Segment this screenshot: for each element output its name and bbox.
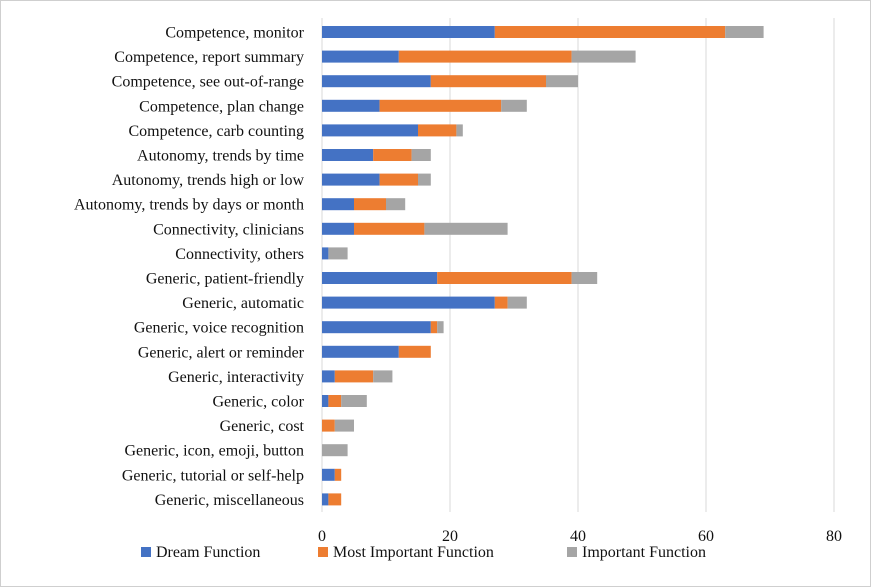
bar-segment-important-function	[507, 296, 527, 309]
bar-segment-dream-function	[322, 222, 354, 235]
bar-segment-dream-function	[322, 272, 438, 284]
category-label: Generic, alert or reminder	[138, 344, 305, 361]
bar-segment-dream-function	[322, 468, 335, 481]
category-labels: Competence, monitor Competence, report su…	[74, 25, 305, 509]
x-tick-label: 60	[698, 528, 714, 545]
category-label: Generic, voice recognition	[134, 320, 304, 337]
category-label: Connectivity, clinicians	[153, 221, 304, 238]
legend-swatch	[141, 547, 151, 557]
bar-segment-most-important-function	[379, 173, 418, 186]
bar-segment-dream-function	[322, 99, 380, 112]
legend-label: Most Important Function	[333, 544, 494, 561]
bar-segment-dream-function	[322, 149, 374, 161]
bar-segment-dream-function	[322, 345, 399, 358]
bar-segment-dream-function	[322, 50, 399, 63]
category-label: Competence, plan change	[139, 98, 304, 115]
category-label: Generic, cost	[220, 418, 305, 435]
bar-segment-important-function	[456, 124, 463, 137]
bar-segment-most-important-function	[494, 26, 726, 38]
bar-segment-important-function	[424, 222, 508, 235]
bar-segment-dream-function	[322, 395, 329, 407]
category-label: Generic, color	[212, 394, 304, 411]
bar-segment-dream-function	[322, 321, 431, 334]
bar-segment-most-important-function	[334, 370, 374, 383]
bar-segment-most-important-function	[373, 149, 412, 161]
bar-segment-important-function	[571, 272, 598, 284]
bar-segment-dream-function	[322, 124, 418, 137]
bar-segment-dream-function	[322, 173, 380, 186]
bar-segment-most-important-function	[328, 493, 342, 506]
bar-segment-important-function	[322, 444, 348, 457]
bar-segment-important-function	[437, 321, 444, 334]
bar-segment-important-function	[501, 99, 527, 112]
category-label: Competence, report summary	[114, 49, 304, 66]
bar-segment-most-important-function	[398, 345, 431, 358]
bar-segment-dream-function	[322, 198, 354, 211]
x-tick-label: 20	[442, 528, 458, 545]
bar-segment-dream-function	[322, 75, 431, 88]
bar-segment-important-function	[328, 247, 348, 260]
bar-segment-most-important-function	[418, 124, 457, 137]
bar-segment-most-important-function	[379, 99, 502, 112]
bar-segment-most-important-function	[430, 321, 438, 334]
legend-swatch	[318, 547, 328, 557]
category-label: Competence, carb counting	[129, 123, 305, 140]
bar-segment-important-function	[725, 26, 764, 38]
bar-segment-most-important-function	[328, 395, 342, 407]
bar-segment-most-important-function	[494, 296, 508, 309]
bar-segment-important-function	[341, 395, 367, 407]
bar-segment-important-function	[373, 370, 393, 383]
category-label: Generic, icon, emoji, button	[124, 443, 304, 460]
bar-segment-most-important-function	[437, 272, 572, 284]
category-label: Generic, miscellaneous	[155, 492, 304, 509]
bar-segment-dream-function	[322, 247, 329, 260]
bar-segment-most-important-function	[322, 419, 335, 432]
bar-segment-important-function	[546, 75, 578, 88]
x-tick-labels: 0 20 40 60 80	[318, 528, 842, 545]
bar-segment-dream-function	[322, 493, 329, 506]
bars	[322, 26, 764, 506]
bar-segment-most-important-function	[354, 222, 425, 235]
x-tick-label: 80	[826, 528, 842, 545]
legend-label: Dream Function	[156, 544, 260, 561]
legend-swatch	[567, 547, 577, 557]
category-label: Generic, patient-friendly	[146, 271, 304, 288]
bar-segment-important-function	[571, 50, 636, 63]
legend: Dream Function Most Important Function Imp…	[141, 544, 706, 561]
x-tick-label: 40	[570, 528, 586, 545]
bar-segment-most-important-function	[398, 50, 572, 63]
category-label: Competence, see out-of-range	[112, 74, 304, 91]
category-label: Autonomy, trends by time	[137, 148, 304, 165]
bar-segment-important-function	[418, 173, 431, 186]
category-label: Generic, interactivity	[168, 369, 304, 386]
bar-segment-important-function	[334, 419, 354, 432]
category-label: Connectivity, others	[175, 246, 304, 263]
bar-segment-important-function	[411, 149, 431, 161]
category-label: Autonomy, trends high or low	[112, 172, 305, 189]
category-label: Generic, automatic	[182, 295, 304, 312]
gridlines	[321, 18, 835, 512]
bar-segment-most-important-function	[334, 468, 342, 481]
x-tick-label: 0	[318, 528, 326, 545]
bar-segment-dream-function	[322, 296, 495, 309]
category-label: Competence, monitor	[165, 25, 304, 42]
bar-segment-important-function	[386, 198, 406, 211]
bar-segment-most-important-function	[430, 75, 546, 88]
category-label: Generic, tutorial or self-help	[122, 467, 304, 484]
bar-segment-dream-function	[322, 26, 495, 38]
category-label: Autonomy, trends by days or month	[74, 197, 304, 214]
bar-segment-dream-function	[322, 370, 335, 383]
bar-segment-most-important-function	[354, 198, 386, 211]
legend-label: Important Function	[582, 544, 706, 561]
